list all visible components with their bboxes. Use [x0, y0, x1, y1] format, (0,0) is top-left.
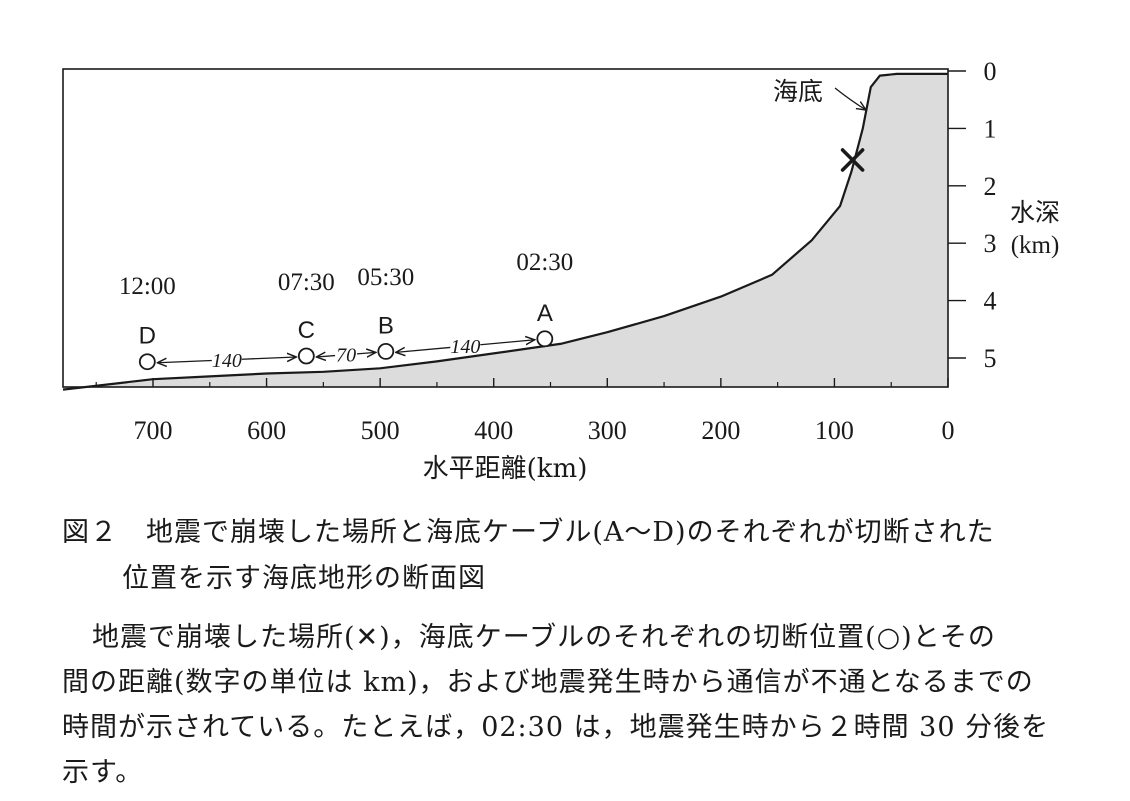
distance-arrow-A-B	[396, 347, 451, 352]
description-line-4: 示す。	[62, 757, 144, 788]
cable-time-A: 02:30	[516, 249, 573, 276]
description-line-1: 地震で崩壊した場所(✕)，海底ケーブルのそれぞれの切断位置(○)とその	[92, 622, 996, 653]
distance-arrow-C-D	[241, 357, 297, 359]
distance-label-C-D: 140	[212, 350, 242, 372]
x-tick-label-500: 500	[361, 416, 400, 445]
cable-cut-point-D	[138, 353, 156, 371]
seafloor-profile-line	[62, 72, 948, 391]
distance-label-B-C: 70	[336, 345, 356, 367]
seafloor-label: 海底	[773, 77, 823, 106]
distance-arrow-A-B	[480, 340, 534, 345]
plot-area	[62, 72, 948, 391]
x-tick-label-400: 400	[474, 416, 513, 445]
cable-cut-point-A	[536, 330, 554, 348]
description-line-3: 時間が示されている。たとえば，02:30 は，地震発生時から２時間 30 分後を	[62, 712, 1050, 743]
seafloor-label-pointer	[834, 87, 866, 110]
description-line-2: 間の距離(数字の単位は km)，および地震発生時から通信が不通となるまでの	[62, 667, 1034, 698]
collapse-point-cross	[840, 148, 865, 172]
cable-label-C: C	[298, 317, 315, 344]
x-tick-label-100: 100	[815, 416, 854, 445]
axes: 700 600 500 400 300 200 100 0 水平距離(km) 0 1 2 3 4 5 水深 (k…	[62, 57, 1060, 484]
seafloor-fill	[63, 73, 948, 390]
figure-caption-line-1: 図２ 地震で崩壊した場所と海底ケーブル(A～D)のそれぞれが切断された	[62, 517, 995, 548]
cable-cut-point-C	[297, 347, 315, 365]
distance-arrow-B-C	[357, 352, 376, 353]
y-tick-label-5: 5	[984, 344, 997, 373]
x-tick-label-600: 600	[247, 416, 286, 445]
seafloor-cross-section-figure: 700 600 500 400 300 200 100 0 水平距離(km) 0 1 2 3 4 5 水深 (k…	[62, 57, 1060, 484]
figure-caption-line-2: 位置を示す海底地形の断面図	[122, 563, 486, 594]
y-tick-label-3: 3	[984, 229, 997, 258]
cable-label-B: B	[378, 312, 394, 339]
x-tick-label-0: 0	[942, 416, 955, 445]
cable-label-D: D	[139, 323, 156, 350]
distance-arrow-B-C	[316, 356, 336, 357]
x-tick-label-300: 300	[588, 416, 627, 445]
cable-time-C: 07:30	[278, 269, 335, 296]
x-tick-label-200: 200	[701, 416, 740, 445]
x-tick-label-700: 700	[134, 416, 173, 445]
cable-time-B: 05:30	[357, 264, 414, 291]
x-axis-label: 水平距離(km)	[423, 454, 588, 484]
y-tick-label-4: 4	[984, 287, 997, 316]
cable-label-A: A	[537, 300, 553, 327]
y-tick-label-1: 1	[984, 114, 997, 143]
cable-time-D: 12:00	[119, 273, 176, 300]
distance-label-A-B: 140	[450, 336, 480, 358]
distance-arrow-C-D	[157, 360, 212, 362]
cable-cut-point-B	[377, 343, 395, 360]
plot-frame	[62, 68, 949, 388]
y-axis-label-line-1: 水深	[1010, 198, 1060, 227]
y-tick-label-0: 0	[984, 57, 997, 86]
y-axis-label-line-2: (km)	[1011, 232, 1060, 259]
y-tick-label-2: 2	[984, 172, 997, 201]
annotations: 海底 A 02:30 B 05:30 C 07:30 D 12:00 140 70 140	[119, 77, 866, 372]
